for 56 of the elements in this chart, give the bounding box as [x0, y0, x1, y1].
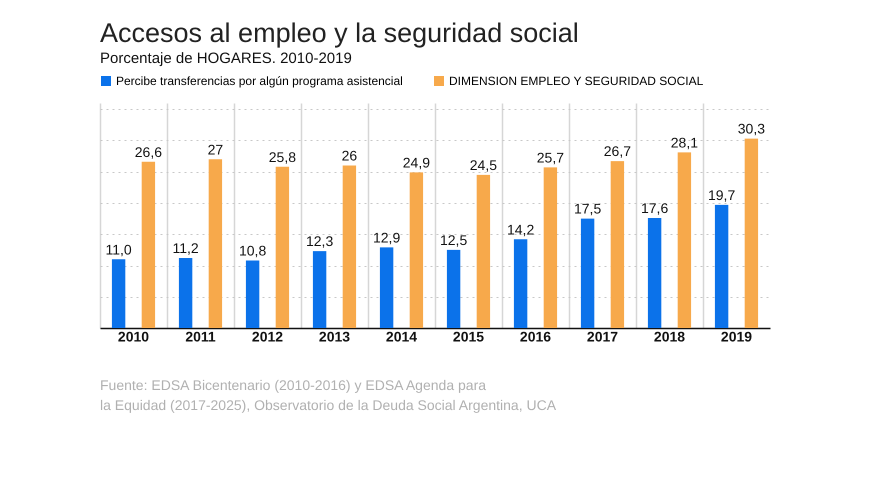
chart-title: Accesos al empleo y la seguridad social [100, 18, 579, 48]
data-label: 17,6 [640, 200, 668, 216]
data-label: 10,8 [238, 242, 266, 258]
bar [714, 204, 728, 328]
bar [246, 260, 260, 328]
data-label: 11,2 [172, 240, 199, 256]
x-tick-label: 2010 [118, 328, 150, 344]
data-label: 25,7 [536, 149, 564, 166]
bar [476, 174, 490, 328]
data-label: 26,6 [134, 144, 162, 160]
data-label: 24,9 [402, 154, 430, 170]
data-label: 12,3 [306, 233, 334, 250]
bar [610, 161, 624, 328]
data-label: 24,5 [470, 156, 498, 173]
x-tick-label: 2012 [252, 328, 284, 344]
data-label: 17,5 [574, 200, 602, 217]
x-tick-label: 2013 [318, 328, 350, 344]
x-tick-label: 2018 [654, 328, 686, 344]
bar [446, 250, 460, 328]
data-label: 30,3 [738, 120, 766, 137]
bar [312, 251, 326, 328]
bar [142, 162, 156, 328]
x-tick-label: 2016 [520, 328, 552, 344]
data-label: 12,9 [372, 229, 400, 246]
bar [178, 258, 192, 328]
x-tick-label: 2014 [386, 328, 418, 344]
bar [678, 152, 692, 328]
bar [410, 172, 424, 328]
data-label: 12,5 [440, 232, 468, 248]
x-tick-label: 2017 [586, 328, 618, 344]
legend-label: Percibe transferencias por algún programa asistencial [116, 74, 403, 88]
data-label: 28,1 [670, 134, 698, 150]
legend-label: DIMENSION EMPLEO Y SEGURIDAD SOCIAL [449, 74, 704, 88]
x-tick-label: 2019 [720, 328, 752, 344]
chart-subtitle: Porcentaje de HOGARES. 2010-2019 [100, 50, 352, 67]
data-label: 26 [342, 148, 358, 164]
bar [580, 218, 594, 328]
bar [342, 166, 356, 328]
text: la Equidad (2017-2025), Observatorio de la Deuda Social Argentina, UCA [100, 397, 557, 413]
bar [744, 138, 758, 328]
data-label: 27 [208, 141, 224, 158]
bar [648, 218, 662, 328]
data-label: 26,7 [604, 143, 632, 160]
bar [380, 247, 394, 328]
bar [514, 239, 528, 328]
bar [276, 166, 290, 328]
data-label: 19,7 [708, 186, 736, 203]
data-label: 25,8 [268, 148, 296, 165]
x-tick-label: 2011 [185, 328, 216, 344]
data-label: 11,0 [106, 241, 132, 258]
data-label: 14,2 [506, 221, 534, 238]
x-tick-label: 2015 [452, 328, 484, 344]
bar [544, 167, 558, 328]
source-note: Fuente: EDSA Bicentenario (2010-2016) y EDSA Agenda para [100, 377, 486, 393]
bar [208, 159, 222, 328]
bar [112, 259, 126, 328]
